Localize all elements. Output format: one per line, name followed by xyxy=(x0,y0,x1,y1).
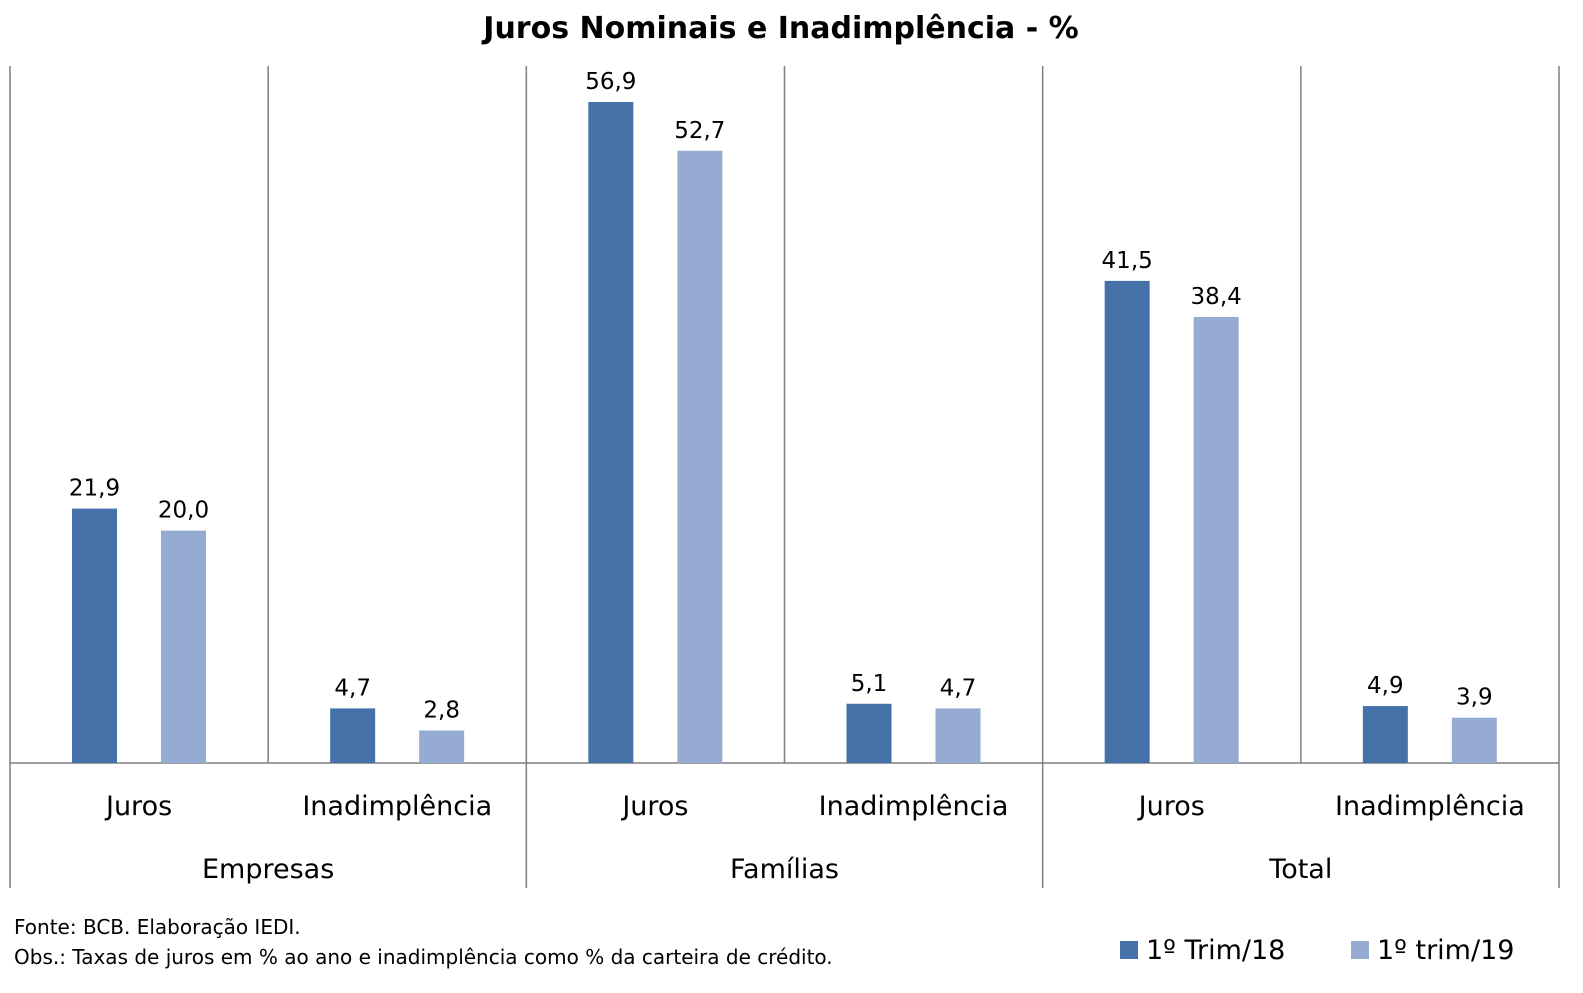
source-note: Fonte: BCB. Elaboração IEDI. xyxy=(14,915,301,939)
category-label: Inadimplência xyxy=(302,791,492,822)
bar-trim18-total-juros xyxy=(1104,280,1150,763)
legend-swatch xyxy=(1120,941,1138,959)
bar-trim19-empresas-juros xyxy=(161,530,206,763)
legend-swatch xyxy=(1351,941,1369,959)
bar-trim19-total-inadimplência xyxy=(1451,717,1497,763)
data-label: 41,5 xyxy=(1102,248,1153,274)
legend-label: 1º trim/19 xyxy=(1377,935,1514,966)
data-label: 5,1 xyxy=(851,671,888,697)
chart-dividers xyxy=(9,66,1560,888)
data-label: 21,9 xyxy=(69,476,120,502)
group-label: Total xyxy=(1268,854,1332,885)
bar-trim19-famílias-juros xyxy=(677,150,723,763)
data-label: 3,9 xyxy=(1456,685,1493,711)
data-label: 38,4 xyxy=(1191,284,1242,310)
data-label: 4,9 xyxy=(1367,673,1404,699)
bar-trim19-total-juros xyxy=(1193,316,1239,763)
group-label: Famílias xyxy=(730,854,839,885)
bar-trim18-empresas-inadimplência xyxy=(330,708,376,763)
group-label: Empresas xyxy=(202,854,334,885)
legend-label: 1º Trim/18 xyxy=(1146,935,1285,966)
chart-bars xyxy=(72,102,1497,763)
obs-note: Obs.: Taxas de juros em % ao ano e inadi… xyxy=(14,945,833,969)
bar-trim18-empresas-juros xyxy=(72,508,117,763)
bar-trim19-empresas-inadimplência xyxy=(419,730,465,763)
category-label: Inadimplência xyxy=(819,791,1009,822)
chart-legend: 1º Trim/18 1º trim/19 xyxy=(1120,935,1514,966)
category-label: Juros xyxy=(1137,791,1205,822)
category-label: Inadimplência xyxy=(1335,791,1525,822)
chart-labels: 21,9 20,0 Juros 4,7 2,8 Inadimplência Empresas… xyxy=(69,69,1525,885)
chart-title: Juros Nominais e Inadimplência - % xyxy=(481,11,1078,46)
data-label: 4,7 xyxy=(940,675,977,701)
data-label: 52,7 xyxy=(674,118,725,144)
category-label: Juros xyxy=(620,791,688,822)
data-label: 4,7 xyxy=(334,675,371,701)
bar-trim18-famílias-juros xyxy=(588,102,634,763)
bar-trim18-total-inadimplência xyxy=(1362,706,1408,763)
bar-trim19-famílias-inadimplência xyxy=(935,708,981,763)
bar-trim18-famílias-inadimplência xyxy=(846,703,892,763)
category-label: Juros xyxy=(104,791,172,822)
data-label: 20,0 xyxy=(158,498,209,524)
data-label: 56,9 xyxy=(585,69,636,95)
data-label: 2,8 xyxy=(423,697,460,723)
